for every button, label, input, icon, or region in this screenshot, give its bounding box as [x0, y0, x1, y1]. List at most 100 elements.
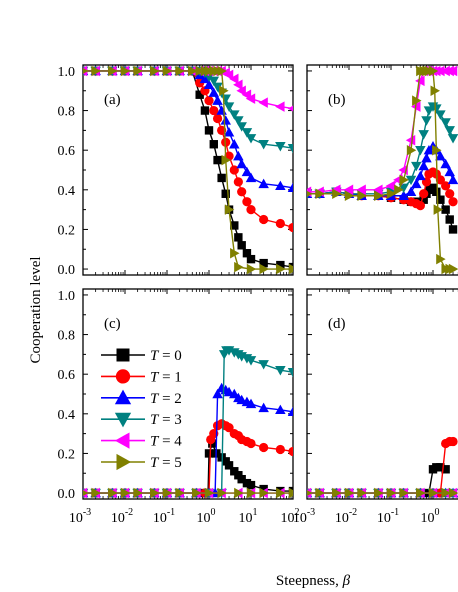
data-point: [246, 263, 257, 275]
data-point: [83, 490, 89, 496]
data-point: [217, 487, 227, 499]
data-point: [288, 446, 293, 457]
x-tick-label: 10-2: [111, 507, 133, 526]
data-point: [398, 190, 409, 200]
data-point: [444, 126, 455, 136]
legend-marker: [116, 453, 132, 471]
panel-tag: (b): [328, 92, 346, 108]
data-point: [245, 172, 257, 183]
data-point: [224, 204, 235, 215]
data-point: [432, 187, 441, 196]
data-point: [440, 118, 451, 128]
data-point: [204, 449, 214, 458]
data-point: [418, 130, 429, 140]
data-point: [445, 189, 455, 199]
data-point: [230, 221, 239, 230]
data-point: [120, 65, 131, 77]
data-point: [344, 487, 355, 499]
data-point: [233, 116, 244, 126]
data-point: [229, 138, 240, 149]
data-point: [209, 140, 218, 149]
data-point: [258, 178, 269, 189]
data-point: [234, 233, 243, 242]
data-point: [212, 113, 223, 124]
data-point: [436, 463, 445, 472]
y-tick-label: 1.0: [58, 65, 76, 80]
data-point: [233, 79, 243, 91]
legend-marker: [114, 412, 132, 428]
data-point: [91, 487, 101, 499]
data-point: [224, 423, 234, 433]
data-point: [245, 398, 257, 409]
data-point: [223, 69, 234, 81]
data-point: [447, 134, 458, 144]
data-point: [276, 263, 286, 275]
data-point: [245, 134, 257, 144]
data-point: [315, 487, 325, 499]
data-point: [276, 260, 285, 270]
data-point: [411, 161, 422, 172]
data-point: [435, 150, 446, 161]
data-point: [445, 215, 454, 224]
series-layer: [83, 65, 293, 275]
data-point: [223, 102, 235, 112]
data-point: [448, 487, 458, 499]
x-axis-title: Steepness, β: [276, 573, 351, 589]
y-tick-label: 0.8: [58, 329, 76, 344]
data-point: [288, 263, 293, 275]
y-axis-title: Cooperation level: [28, 256, 44, 363]
data-point: [411, 178, 422, 189]
x-tick-label: 102: [281, 507, 300, 526]
data-point: [242, 197, 252, 207]
legend-item: T = 2: [101, 389, 182, 407]
data-point: [236, 85, 246, 97]
data-point: [275, 180, 286, 191]
x-tick-label: 10-1: [377, 507, 399, 526]
data-point: [108, 65, 118, 77]
y-tick-label: 0.8: [58, 105, 76, 120]
data-point: [258, 140, 269, 150]
y-tick-label: 0.2: [58, 447, 76, 462]
data-point: [419, 195, 428, 204]
data-point: [441, 465, 450, 474]
data-point: [120, 487, 131, 499]
panel-a: 0.0 0.2 0.4 0.6 0.8 1.0 (a): [58, 64, 294, 278]
data-point: [287, 144, 293, 154]
data-point: [259, 487, 269, 499]
x-tick-label: 10-1: [153, 507, 175, 526]
data-point: [373, 184, 383, 196]
data-point: [275, 101, 285, 112]
legend-label: T = 5: [150, 455, 182, 471]
data-point: [315, 188, 325, 200]
series-line: [83, 349, 293, 494]
data-point: [219, 85, 229, 97]
data-point: [415, 145, 426, 156]
data-point: [192, 487, 202, 499]
legend-marker: [116, 348, 130, 362]
legend: T = 0 T = 1 T = 2 T = 3 T = 4 T = 5: [101, 348, 182, 471]
data-point: [259, 214, 269, 225]
data-point: [288, 222, 293, 233]
data-point: [343, 184, 354, 196]
panel-tag: (a): [104, 92, 121, 108]
data-point: [415, 170, 426, 181]
data-point: [162, 65, 173, 77]
data-point: [245, 93, 256, 104]
data-point: [435, 110, 446, 120]
data-point: [91, 65, 101, 77]
data-point: [430, 85, 440, 97]
data-point: [203, 79, 215, 90]
data-point: [332, 487, 342, 499]
data-point: [415, 75, 425, 87]
data-point: [245, 356, 257, 366]
data-point: [237, 187, 247, 197]
data-point: [234, 487, 244, 499]
data-point: [213, 155, 222, 165]
data-point: [435, 175, 446, 185]
data-point: [259, 442, 269, 453]
data-point: [441, 181, 451, 191]
data-point: [229, 165, 239, 175]
data-point: [441, 487, 451, 499]
data-point: [307, 190, 313, 197]
